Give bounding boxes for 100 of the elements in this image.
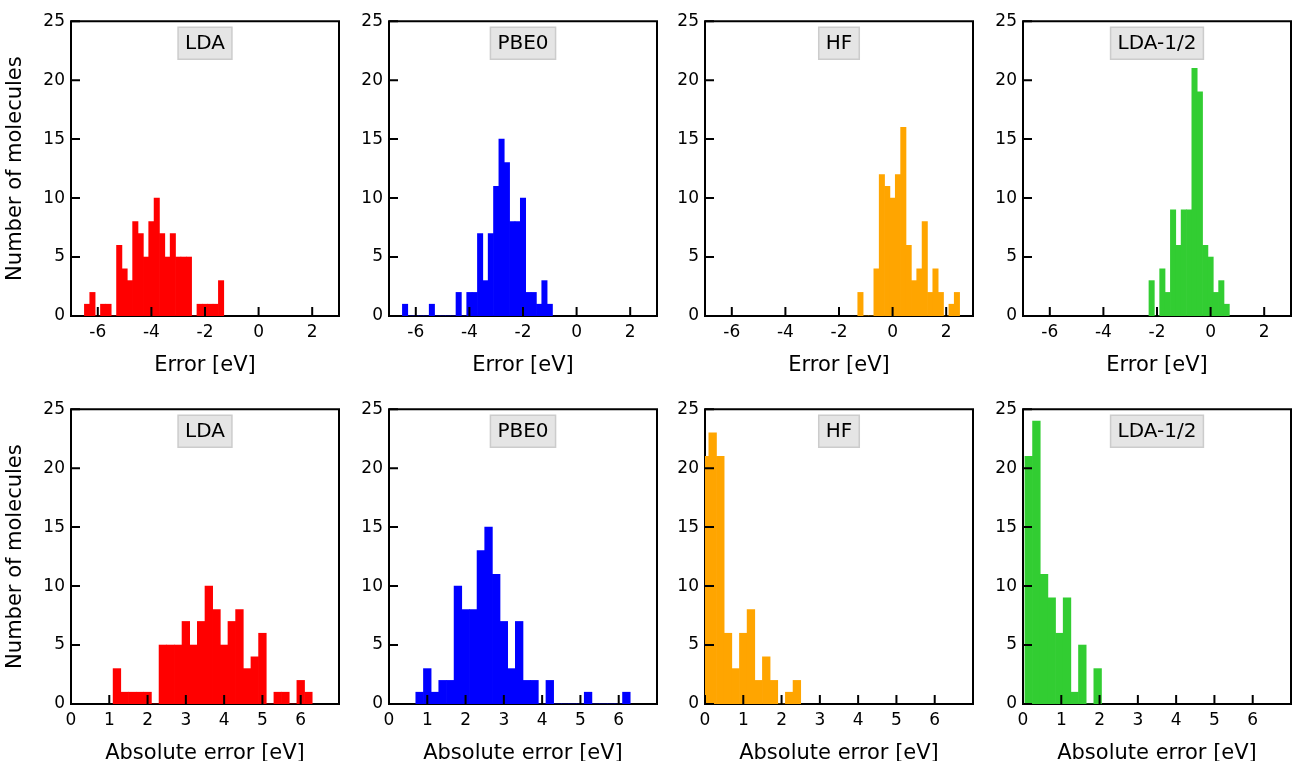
x-tick-label: -6 bbox=[723, 320, 741, 341]
y-tick-label: 25 bbox=[677, 397, 699, 418]
text: HF bbox=[825, 418, 853, 443]
x-tick-label: -2 bbox=[196, 320, 214, 341]
text: LDA bbox=[185, 30, 226, 55]
x-tick-label: 2 bbox=[624, 320, 636, 341]
x-tick-label: 2 bbox=[306, 320, 318, 341]
x-tick-label: 4 bbox=[218, 708, 230, 729]
y-tick-label: 25 bbox=[361, 9, 383, 30]
y-tick-label: 20 bbox=[361, 456, 383, 477]
x-tick-label: 2 bbox=[460, 708, 471, 729]
x-axis-title: Absolute error [eV] bbox=[105, 739, 305, 761]
y-tick-label: 10 bbox=[995, 186, 1017, 207]
x-tick-label: 2 bbox=[776, 708, 787, 729]
text: LDA-1/2 bbox=[1117, 418, 1197, 443]
y-tick-label: 5 bbox=[688, 245, 699, 266]
y-tick-label: 10 bbox=[995, 574, 1017, 595]
x-tick-label: 3 bbox=[498, 708, 510, 729]
y-tick-label: 5 bbox=[688, 633, 699, 654]
x-tick-label: 4 bbox=[536, 708, 548, 729]
y-tick-label: 5 bbox=[1006, 245, 1017, 266]
x-tick-label: 5 bbox=[575, 708, 586, 729]
y-tick-label: 20 bbox=[43, 456, 65, 477]
x-axis-title: Error [eV] bbox=[154, 351, 256, 376]
y-tick-label: 10 bbox=[43, 186, 65, 207]
text: LDA bbox=[185, 418, 226, 443]
x-tick-label: -4 bbox=[1094, 320, 1112, 341]
y-tick-label: 0 bbox=[54, 304, 65, 325]
y-tick-label: 15 bbox=[995, 515, 1017, 536]
y-tick-label: 0 bbox=[372, 692, 383, 713]
y-tick-label: 15 bbox=[361, 127, 383, 148]
y-tick-label: 20 bbox=[995, 68, 1017, 89]
x-tick-label: 3 bbox=[814, 708, 826, 729]
y-tick-label: 25 bbox=[361, 397, 383, 418]
y-tick-label: 20 bbox=[361, 68, 383, 89]
x-tick-label: 2 bbox=[142, 708, 153, 729]
x-tick-label: 0 bbox=[887, 320, 899, 341]
x-axis-title: Absolute error [eV] bbox=[739, 739, 939, 761]
x-tick-label: 1 bbox=[421, 708, 433, 729]
y-tick-label: 10 bbox=[677, 574, 699, 595]
y-tick-label: 15 bbox=[361, 515, 383, 536]
y-tick-label: 5 bbox=[54, 633, 65, 654]
x-axis-title: Error [eV] bbox=[788, 351, 890, 376]
y-tick-label: 5 bbox=[372, 633, 383, 654]
x-tick-label: 1 bbox=[103, 708, 115, 729]
y-tick-label: 15 bbox=[43, 515, 65, 536]
x-tick-label: -6 bbox=[89, 320, 107, 341]
y-axis-title: Number of molecules bbox=[2, 56, 27, 281]
y-tick-label: 5 bbox=[1006, 633, 1017, 654]
x-axis-title: Error [eV] bbox=[1106, 351, 1208, 376]
y-tick-label: 15 bbox=[677, 127, 699, 148]
x-tick-label: 6 bbox=[295, 708, 307, 729]
x-tick-label: 6 bbox=[1247, 708, 1259, 729]
y-tick-label: 0 bbox=[1006, 304, 1017, 325]
y-tick-label: 15 bbox=[43, 127, 65, 148]
y-tick-label: 0 bbox=[372, 304, 383, 325]
y-tick-label: 20 bbox=[677, 456, 699, 477]
y-tick-label: 10 bbox=[43, 574, 65, 595]
y-tick-label: 10 bbox=[677, 186, 699, 207]
y-tick-label: 20 bbox=[995, 456, 1017, 477]
x-tick-label: 5 bbox=[257, 708, 268, 729]
y-tick-label: 0 bbox=[1006, 692, 1017, 713]
x-tick-label: 2 bbox=[940, 320, 952, 341]
x-tick-label: 1 bbox=[1055, 708, 1067, 729]
x-tick-label: -4 bbox=[460, 320, 478, 341]
y-tick-label: 15 bbox=[995, 127, 1017, 148]
x-tick-label: 5 bbox=[1209, 708, 1220, 729]
x-tick-label: -6 bbox=[1041, 320, 1059, 341]
x-tick-label: -4 bbox=[776, 320, 794, 341]
x-tick-label: 6 bbox=[929, 708, 941, 729]
x-tick-label: 1 bbox=[737, 708, 749, 729]
text: HF bbox=[825, 30, 853, 55]
y-tick-label: 5 bbox=[54, 245, 65, 266]
x-tick-label: 2 bbox=[1094, 708, 1105, 729]
y-tick-label: 25 bbox=[677, 9, 699, 30]
x-tick-label: -2 bbox=[1148, 320, 1166, 341]
x-axis-title: Absolute error [eV] bbox=[423, 739, 623, 761]
x-axis-title: Error [eV] bbox=[472, 351, 574, 376]
x-tick-label: 5 bbox=[891, 708, 902, 729]
x-tick-label: -6 bbox=[407, 320, 425, 341]
text: PBE0 bbox=[497, 30, 549, 55]
x-tick-label: 4 bbox=[852, 708, 864, 729]
x-tick-label: -2 bbox=[514, 320, 532, 341]
y-tick-label: 10 bbox=[361, 186, 383, 207]
x-tick-label: 3 bbox=[1132, 708, 1144, 729]
y-tick-label: 0 bbox=[688, 692, 699, 713]
x-tick-label: 0 bbox=[571, 320, 583, 341]
y-tick-label: 5 bbox=[372, 245, 383, 266]
x-tick-label: -4 bbox=[142, 320, 160, 341]
y-tick-label: 0 bbox=[688, 304, 699, 325]
y-tick-label: 25 bbox=[995, 9, 1017, 30]
y-tick-label: 25 bbox=[43, 397, 65, 418]
x-axis-title: Absolute error [eV] bbox=[1057, 739, 1257, 761]
x-tick-label: -2 bbox=[830, 320, 848, 341]
x-tick-label: 2 bbox=[1258, 320, 1270, 341]
y-tick-label: 15 bbox=[677, 515, 699, 536]
y-tick-label: 25 bbox=[43, 9, 65, 30]
y-axis-title: Number of molecules bbox=[2, 444, 27, 669]
x-tick-label: 3 bbox=[180, 708, 192, 729]
x-tick-label: 6 bbox=[613, 708, 625, 729]
